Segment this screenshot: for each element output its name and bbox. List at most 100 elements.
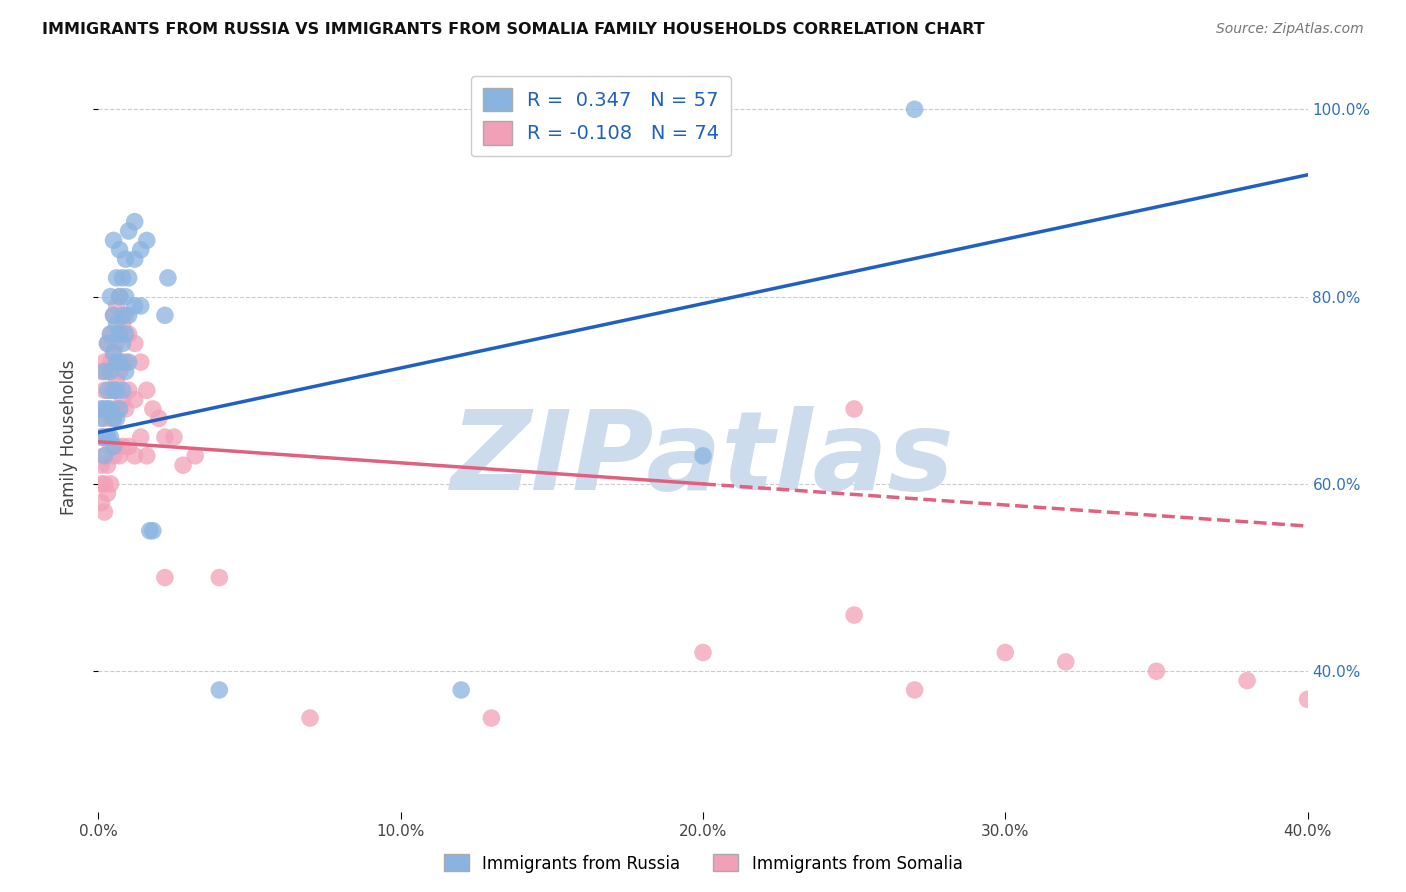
Point [124, 299, 146, 313]
Point [142, 524, 165, 538]
Point [100, 440, 122, 453]
Point [124, 252, 146, 266]
Point [108, 326, 131, 341]
Point [108, 289, 131, 303]
Point [103, 346, 125, 360]
Point [108, 289, 131, 303]
Text: IMMIGRANTS FROM RUSSIA VS IMMIGRANTS FROM SOMALIA FAMILY HOUSEHOLDS CORRELATION : IMMIGRANTS FROM RUSSIA VS IMMIGRANTS FRO… [42, 22, 984, 37]
Point [93, 430, 115, 444]
Point [93, 401, 115, 416]
Text: ZIPatlas: ZIPatlas [451, 406, 955, 513]
Point [450, 683, 472, 698]
Point [103, 308, 125, 322]
Point [124, 392, 146, 407]
Point [105, 271, 128, 285]
Point [103, 308, 125, 322]
Point [1236, 673, 1258, 688]
Point [111, 308, 134, 322]
Point [90, 496, 112, 510]
Point [114, 289, 136, 303]
Point [90, 476, 112, 491]
Point [90, 411, 112, 425]
Point [103, 440, 125, 453]
Legend: R =  0.347   N = 57, R = -0.108   N = 74: R = 0.347 N = 57, R = -0.108 N = 74 [471, 76, 731, 156]
Point [1054, 655, 1077, 669]
Point [96, 458, 118, 473]
Point [93, 449, 115, 463]
Point [129, 243, 152, 257]
Point [93, 411, 115, 425]
Point [96, 336, 118, 351]
Point [129, 299, 152, 313]
Point [118, 224, 141, 238]
Point [100, 401, 122, 416]
Point [153, 430, 176, 444]
Point [93, 384, 115, 398]
Point [105, 318, 128, 332]
Point [844, 608, 866, 623]
Point [111, 440, 134, 453]
Point [1144, 664, 1167, 678]
Point [108, 401, 131, 416]
Point [100, 430, 122, 444]
Point [118, 384, 141, 398]
Point [1296, 692, 1319, 706]
Point [692, 646, 714, 660]
Point [105, 401, 128, 416]
Point [111, 392, 134, 407]
Point [208, 571, 231, 585]
Point [184, 449, 207, 463]
Point [124, 215, 146, 229]
Point [105, 355, 128, 369]
Point [103, 346, 125, 360]
Point [96, 430, 118, 444]
Point [93, 476, 115, 491]
Point [108, 326, 131, 341]
Point [100, 411, 122, 425]
Point [100, 476, 122, 491]
Point [93, 365, 115, 379]
Point [105, 374, 128, 388]
Point [100, 384, 122, 398]
Point [111, 336, 134, 351]
Point [96, 486, 118, 500]
Point [96, 336, 118, 351]
Point [90, 430, 112, 444]
Point [105, 411, 128, 425]
Point [90, 430, 112, 444]
Point [481, 711, 503, 725]
Point [114, 326, 136, 341]
Point [124, 449, 146, 463]
Point [139, 524, 162, 538]
Point [111, 318, 134, 332]
Point [90, 458, 112, 473]
Y-axis label: Family Households: Family Households [59, 359, 77, 515]
Point [96, 401, 118, 416]
Point [124, 336, 146, 351]
Point [90, 365, 112, 379]
Point [118, 271, 141, 285]
Point [118, 326, 141, 341]
Point [163, 430, 186, 444]
Point [103, 384, 125, 398]
Point [90, 401, 112, 416]
Point [108, 243, 131, 257]
Point [108, 401, 131, 416]
Point [114, 252, 136, 266]
Point [90, 401, 112, 416]
Point [142, 401, 165, 416]
Point [118, 440, 141, 453]
Point [114, 355, 136, 369]
Point [111, 355, 134, 369]
Point [114, 308, 136, 322]
Point [108, 355, 131, 369]
Point [108, 449, 131, 463]
Point [135, 233, 157, 247]
Point [96, 365, 118, 379]
Point [108, 365, 131, 379]
Point [904, 102, 927, 116]
Point [135, 449, 157, 463]
Point [156, 271, 179, 285]
Point [96, 430, 118, 444]
Text: Source: ZipAtlas.com: Source: ZipAtlas.com [1216, 22, 1364, 37]
